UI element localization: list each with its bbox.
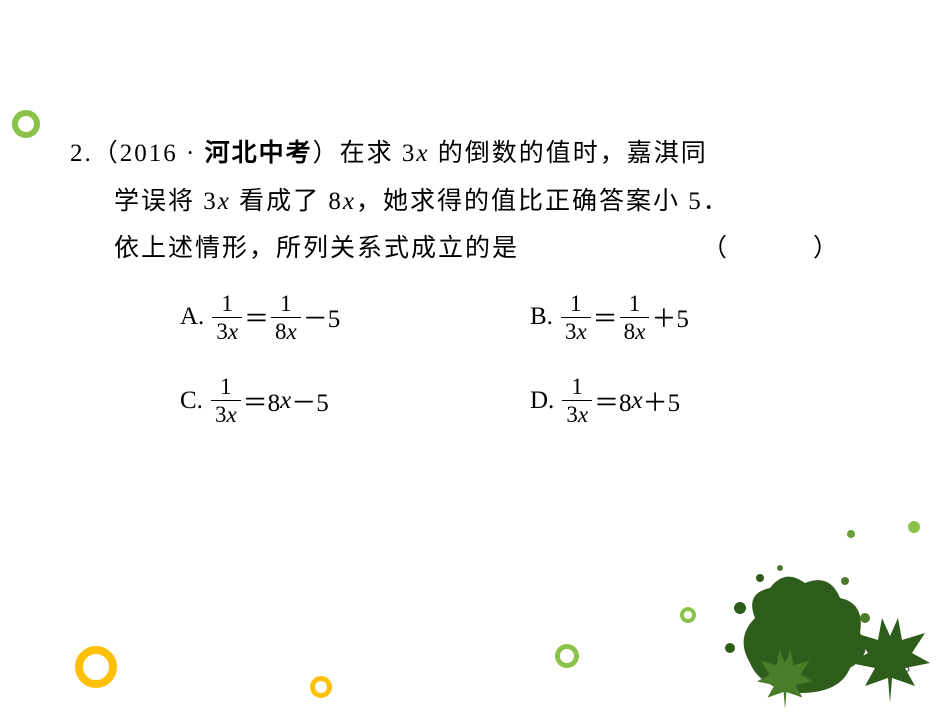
fraction: 1 3x [211, 374, 241, 428]
option-tail: ＋5 [643, 383, 681, 419]
option-row-1: A. 1 3x ＝ 1 8x －5 B. 1 [180, 291, 880, 345]
leaf-decoration-icon [670, 513, 950, 713]
option-d-label: D. [530, 387, 554, 415]
question-text: 2.（2016 · 河北中考）在求 3x 的倒数的值时，嘉淇同 学误将 3x 看… [70, 130, 880, 273]
options-container: A. 1 3x ＝ 1 8x －5 B. 1 [70, 291, 880, 428]
fraction: 1 8x [271, 291, 301, 345]
source-suffix: ）在求 3 [313, 140, 417, 167]
equals: ＝ [593, 299, 618, 335]
frac-line [212, 317, 242, 318]
source-prefix: （2016 · [93, 140, 205, 167]
fraction: 1 3x [562, 374, 592, 428]
frac-line [620, 317, 650, 318]
option-tail: ＋5 [651, 299, 689, 335]
frac-denominator: 3x [561, 319, 591, 344]
variable-x: x [218, 188, 231, 215]
variable-x: x [416, 140, 429, 167]
deco-circle-icon [75, 646, 117, 688]
fraction: 1 3x [561, 291, 591, 345]
frac-denominator: 3x [562, 402, 592, 427]
frac-numerator: 1 [216, 374, 236, 399]
frac-numerator: 1 [566, 291, 586, 316]
frac-denominator: 3x [212, 319, 242, 344]
deco-circle-icon [310, 676, 332, 698]
frac-numerator: 1 [217, 291, 237, 316]
variable-x: x [343, 188, 356, 215]
frac-line [562, 400, 592, 401]
option-a-label: A. [180, 303, 204, 331]
source-bold: 河北中考 [205, 139, 313, 167]
option-b: B. 1 3x ＝ 1 8x ＋5 [530, 291, 689, 345]
line2-end: ，她求得的值比正确答案小 5． [356, 188, 730, 215]
line2-start: 学误将 3 [114, 188, 218, 215]
question-line-3: 依上述情形，所列关系式成立的是 （ ） [70, 225, 880, 273]
variable-x: x [280, 387, 291, 415]
question-line-2: 学误将 3x 看成了 8x，她求得的值比正确答案小 5． [70, 178, 880, 226]
question-content: 2.（2016 · 河北中考）在求 3x 的倒数的值时，嘉淇同 学误将 3x 看… [0, 0, 950, 428]
frac-numerator: 1 [625, 291, 645, 316]
equals: ＝8 [594, 383, 632, 419]
frac-numerator: 1 [567, 374, 587, 399]
question-line-1: 2.（2016 · 河北中考）在求 3x 的倒数的值时，嘉淇同 [70, 130, 880, 178]
option-b-label: B. [530, 303, 553, 331]
frac-line [561, 317, 591, 318]
variable-x: x [632, 387, 643, 415]
option-c: C. 1 3x ＝8x－5 [180, 374, 530, 428]
frac-line [271, 317, 301, 318]
option-row-2: C. 1 3x ＝8x－5 D. 1 3x ＝8x＋5 [180, 374, 880, 428]
maple-leaf-icon [840, 608, 940, 708]
equals: ＝ [244, 299, 269, 335]
option-d: D. 1 3x ＝8x＋5 [530, 374, 680, 428]
answer-paren: （ ） [702, 225, 850, 273]
frac-denominator: 3x [211, 402, 241, 427]
maple-leaf-icon [750, 643, 820, 713]
option-tail: －5 [291, 383, 329, 419]
option-tail: －5 [303, 299, 341, 335]
line1-end: 的倒数的值时，嘉淇同 [429, 140, 707, 167]
frac-denominator: 8x [271, 319, 301, 344]
fraction: 1 8x [620, 291, 650, 345]
deco-circle-icon [555, 644, 579, 668]
line2-mid: 看成了 8 [231, 188, 343, 215]
frac-numerator: 1 [276, 291, 296, 316]
frac-denominator: 8x [620, 319, 650, 344]
option-c-label: C. [180, 387, 203, 415]
option-a: A. 1 3x ＝ 1 8x －5 [180, 291, 530, 345]
line3-text: 依上述情形，所列关系式成立的是 [114, 235, 519, 262]
deco-circle-icon [12, 110, 40, 138]
fraction: 1 3x [212, 291, 242, 345]
equals: ＝8 [243, 383, 281, 419]
frac-line [211, 400, 241, 401]
question-number: 2. [70, 140, 93, 167]
